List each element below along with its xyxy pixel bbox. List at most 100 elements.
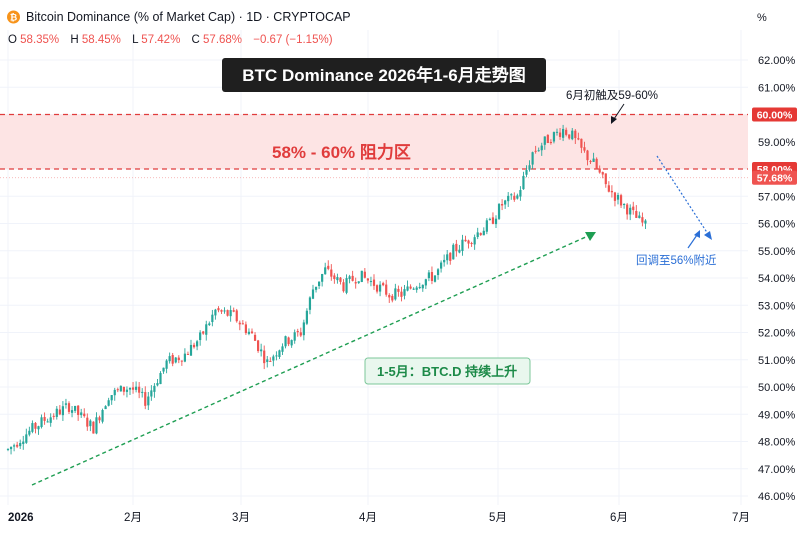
candle-up — [443, 259, 446, 263]
candle-down — [641, 217, 644, 223]
candle-up — [638, 215, 641, 219]
uptrend-arrow-line — [31, 235, 589, 486]
candle-up — [110, 395, 113, 401]
trend-label-box — [364, 357, 531, 385]
candle-down — [583, 147, 586, 151]
candle-up — [531, 152, 534, 165]
candle-down — [372, 279, 376, 286]
candle-down — [382, 283, 385, 286]
price-axis-label: 57.00% — [758, 191, 796, 203]
candle-up — [482, 230, 485, 236]
price-axis[interactable]: 46.00% 47.00% 48.00% 49.00% 50.00% 51.00% 52.0… — [758, 55, 796, 503]
candle-up — [284, 336, 287, 347]
candle-up — [28, 430, 31, 435]
candle-down — [595, 158, 598, 169]
candle-up — [95, 417, 98, 434]
candle-down — [296, 330, 299, 333]
pullback-label-arrow — [687, 234, 698, 249]
candle-up — [592, 158, 595, 162]
candle-up — [13, 445, 16, 447]
candle-down — [397, 288, 400, 292]
resistance-zone-label: 58% - 60% 阻力区 — [272, 142, 411, 162]
candle-up — [174, 357, 177, 363]
time-axis[interactable]: 2026 2月 3月 4月 5月 6月 7月 — [8, 512, 750, 524]
candle-up — [519, 190, 522, 197]
candle-up — [308, 297, 312, 310]
candle-down — [467, 240, 470, 244]
legend-header: ₿ Bitcoin Dominance (% of Market Cap) · … — [7, 10, 767, 46]
candle-down — [586, 150, 589, 161]
candle-up — [543, 136, 546, 145]
candle-down — [449, 252, 452, 261]
candle-up — [488, 218, 491, 220]
price-axis-label: 62.00% — [758, 55, 796, 67]
candle-up — [510, 194, 513, 196]
candle-down — [116, 389, 119, 391]
candle-down — [501, 204, 504, 206]
candle-down — [333, 275, 336, 280]
candle-up — [616, 195, 620, 200]
candle-down — [604, 173, 607, 185]
candle-up — [89, 420, 92, 427]
candle-up — [421, 284, 424, 289]
candle-up — [522, 175, 525, 190]
candle-up — [150, 390, 153, 397]
symbol-title[interactable]: Bitcoin Dominance (% of Market Cap) · 1D… — [26, 10, 351, 24]
price-tag-label: 60.00% — [757, 110, 793, 122]
resistance-zone — [0, 114, 748, 169]
ohlc-low-key: L — [132, 34, 139, 46]
candle-down — [269, 360, 272, 362]
candle-up — [6, 448, 10, 450]
candle-up — [214, 309, 217, 316]
candle-up — [159, 373, 162, 385]
candle-up — [345, 278, 348, 293]
ohlc-open: 58.35% — [20, 34, 59, 46]
candle-down — [144, 392, 147, 406]
candle-up — [436, 269, 440, 276]
bitcoin-icon — [7, 10, 20, 24]
candle-up — [629, 207, 632, 215]
candle-down — [16, 444, 19, 447]
price-axis-label: 61.00% — [758, 82, 796, 94]
candle-up — [476, 232, 479, 237]
price-tag-bg — [752, 107, 797, 122]
candle-up — [418, 286, 421, 289]
price-axis-label: 52.00% — [758, 328, 796, 340]
bitcoin-icon-glyph: ₿ — [10, 13, 17, 23]
candle-up — [266, 359, 269, 362]
candle-down — [192, 344, 196, 348]
candle-down — [455, 243, 458, 252]
time-axis-label: 5月 — [489, 512, 507, 524]
candle-down — [177, 357, 180, 361]
candle-down — [479, 233, 482, 235]
candle-down — [613, 192, 617, 201]
candle-up — [644, 220, 647, 224]
candle-up — [507, 195, 510, 202]
candle-up — [119, 385, 122, 392]
candle-up — [403, 289, 406, 296]
candle-up — [516, 195, 519, 199]
scale-mode-label[interactable]: % — [757, 12, 767, 24]
candle-down — [52, 415, 55, 417]
price-tags: 60.00%58.00%57.68% — [752, 107, 797, 185]
candle-down — [601, 172, 604, 175]
candle-up — [135, 386, 138, 390]
candle-up — [205, 324, 208, 335]
price-axis-label: 49.00% — [758, 409, 796, 421]
price-tag-label: 57.68% — [757, 173, 793, 185]
candle-up — [247, 331, 251, 334]
candle-up — [623, 204, 626, 206]
price-axis-label: 56.00% — [758, 219, 796, 231]
candle-up — [440, 262, 443, 269]
candle-down — [400, 291, 403, 297]
candle-up — [196, 341, 199, 347]
candle-up — [427, 272, 430, 279]
price-axis-label: 55.00% — [758, 246, 796, 258]
candle-down — [122, 386, 125, 392]
peak-arrow-head — [611, 116, 617, 124]
price-axis-label: 59.00% — [758, 137, 796, 149]
candle-up — [357, 281, 360, 283]
candle-up — [128, 387, 132, 390]
